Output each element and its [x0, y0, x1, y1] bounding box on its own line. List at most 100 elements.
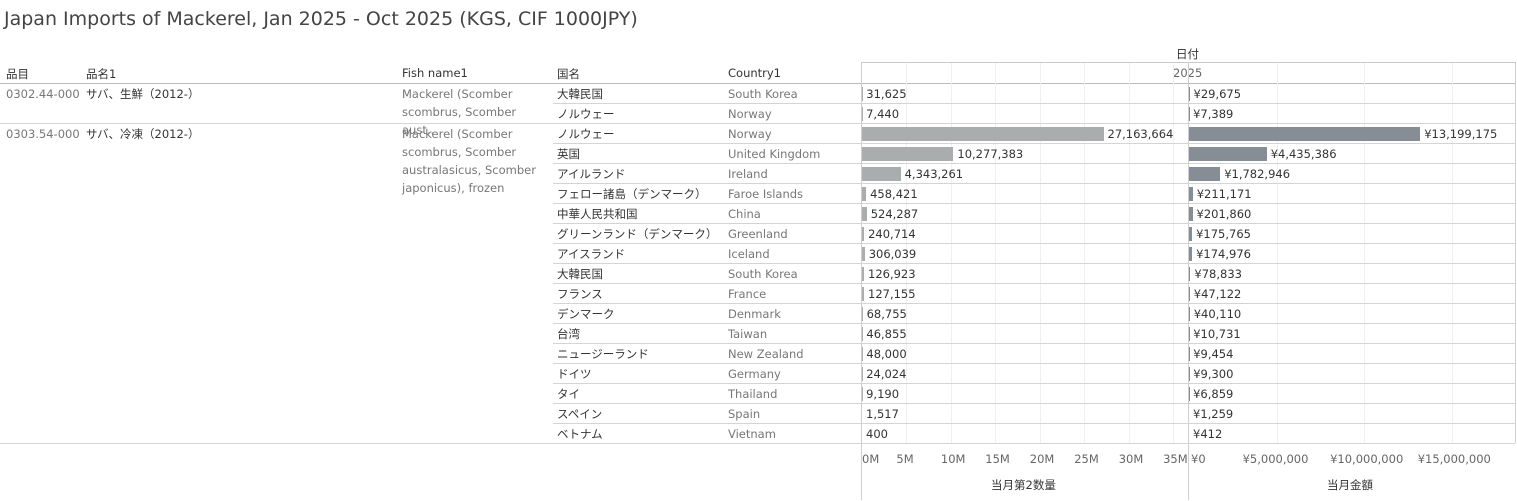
- row-separator: [553, 203, 1515, 204]
- bar-value[interactable]: [1189, 87, 1190, 101]
- hs-code-header[interactable]: 品目: [6, 67, 29, 81]
- bar-value[interactable]: [1189, 287, 1190, 301]
- country-en: Denmark: [728, 307, 781, 321]
- x-tick-label-qty: 35M: [1163, 452, 1188, 466]
- row-separator: [553, 403, 1515, 404]
- bar-value[interactable]: [1189, 187, 1193, 201]
- x-tick-label-value: ¥15,000,000: [1417, 452, 1491, 466]
- country-jp: 大韓民国: [557, 267, 603, 281]
- date-header: 日付: [1176, 47, 1199, 61]
- country-en: Taiwan: [728, 327, 768, 341]
- qty-label: 10,277,383: [957, 147, 1024, 161]
- value-label: ¥211,171: [1196, 187, 1252, 201]
- group-fish-name: Mackerel (Scomber scombrus, Scomber aust…: [402, 127, 536, 195]
- gridline: [995, 63, 997, 443]
- qty-label: 458,421: [870, 187, 918, 201]
- country-en: Vietnam: [728, 427, 776, 441]
- x-tick-label-value: ¥5,000,000: [1242, 452, 1309, 466]
- bar-value[interactable]: [1189, 307, 1190, 321]
- country-en: Faroe Islands: [728, 187, 804, 201]
- value-label: ¥47,122: [1193, 287, 1242, 301]
- gridline: [1128, 63, 1130, 443]
- country-jp: 中華人民共和国: [557, 207, 638, 221]
- value-label: ¥1,782,946: [1224, 167, 1291, 181]
- country-jp: ノルウェー: [557, 127, 615, 141]
- x-tick-label-qty: 0M: [862, 452, 880, 466]
- fish-name-header[interactable]: Fish name1: [402, 66, 468, 80]
- country-jp: タイ: [557, 387, 580, 401]
- bar-quantity[interactable]: [862, 147, 954, 161]
- country-jp: ドイツ: [557, 367, 592, 381]
- gridline: [906, 63, 908, 443]
- qty-label: 48,000: [866, 347, 907, 361]
- bar-value[interactable]: [1189, 247, 1193, 261]
- bar-quantity[interactable]: [862, 187, 867, 201]
- country-en: Norway: [728, 107, 772, 121]
- bar-value[interactable]: [1189, 127, 1421, 141]
- value-label: ¥29,675: [1193, 87, 1242, 101]
- value-label: ¥4,435,386: [1270, 147, 1337, 161]
- gridline: [1451, 63, 1453, 443]
- x-tick-label-qty: 25M: [1074, 452, 1099, 466]
- bar-quantity[interactable]: [862, 127, 1104, 141]
- bar-value[interactable]: [1189, 227, 1193, 241]
- qty-label: 24,024: [866, 367, 907, 381]
- bar-quantity[interactable]: [862, 227, 865, 241]
- qty-label: 1,517: [866, 407, 899, 421]
- x-tick-label-qty: 15M: [985, 452, 1010, 466]
- value-label: ¥6,859: [1193, 387, 1234, 401]
- qty-label: 126,923: [868, 267, 916, 281]
- row-separator: [553, 223, 1515, 224]
- qty-label: 68,755: [866, 307, 907, 321]
- bar-value[interactable]: [1189, 147, 1267, 161]
- row-separator: [553, 343, 1515, 344]
- country-en-header[interactable]: Country1: [728, 66, 782, 80]
- country-en: Norway: [728, 127, 772, 141]
- qty-label: 127,155: [868, 287, 916, 301]
- header-separator: [0, 83, 1515, 84]
- country-jp-header[interactable]: 国名: [557, 67, 580, 81]
- bar-quantity[interactable]: [862, 207, 867, 221]
- row-separator: [553, 183, 1515, 184]
- bar-value[interactable]: [1189, 267, 1191, 281]
- bar-value[interactable]: [1189, 167, 1221, 181]
- qty-label: 46,855: [866, 327, 907, 341]
- value-label: ¥10,731: [1193, 327, 1241, 341]
- x-tick-label-value: ¥0: [1191, 452, 1206, 466]
- x-axis-title-qty: 当月第2数量: [991, 478, 1056, 492]
- panel-left-border: [861, 62, 862, 500]
- gridline: [1276, 63, 1278, 443]
- bar-quantity[interactable]: [862, 247, 865, 261]
- row-separator: [553, 363, 1515, 364]
- country-en: South Korea: [728, 267, 798, 281]
- country-jp: グリーンランド（デンマーク）: [557, 227, 718, 241]
- country-jp: フェロー諸島（デンマーク）: [557, 187, 707, 201]
- group-name-jp: サバ、生鮮（2012-）: [86, 87, 200, 101]
- x-tick-label-value: ¥10,000,000: [1330, 452, 1404, 466]
- country-en: New Zealand: [728, 347, 804, 361]
- bar-quantity[interactable]: [862, 307, 863, 321]
- panel-right-border: [1515, 62, 1516, 443]
- country-en: France: [728, 287, 767, 301]
- value-label: ¥9,300: [1193, 367, 1234, 381]
- x-axis-title-value: 当月金額: [1327, 478, 1373, 492]
- bar-quantity[interactable]: [862, 267, 864, 281]
- value-label: ¥174,976: [1196, 247, 1251, 261]
- qty-label: 524,287: [870, 207, 919, 221]
- country-jp: ノルウェー: [557, 107, 615, 121]
- value-label: ¥78,833: [1194, 267, 1242, 281]
- group-hs-code: 0302.44-000: [6, 87, 80, 101]
- row-separator: [553, 263, 1515, 264]
- name-jp-header[interactable]: 品名1: [86, 67, 117, 81]
- bar-quantity[interactable]: [862, 167, 901, 181]
- bar-value[interactable]: [1189, 207, 1193, 221]
- country-jp: 大韓民国: [557, 87, 603, 101]
- country-en: Germany: [728, 367, 781, 381]
- gridline: [950, 63, 952, 443]
- qty-label: 7,440: [866, 107, 900, 121]
- country-en: China: [728, 207, 761, 221]
- bar-quantity[interactable]: [862, 287, 864, 301]
- row-separator: [553, 163, 1515, 164]
- country-jp: フランス: [557, 287, 603, 301]
- gridline: [1364, 63, 1366, 443]
